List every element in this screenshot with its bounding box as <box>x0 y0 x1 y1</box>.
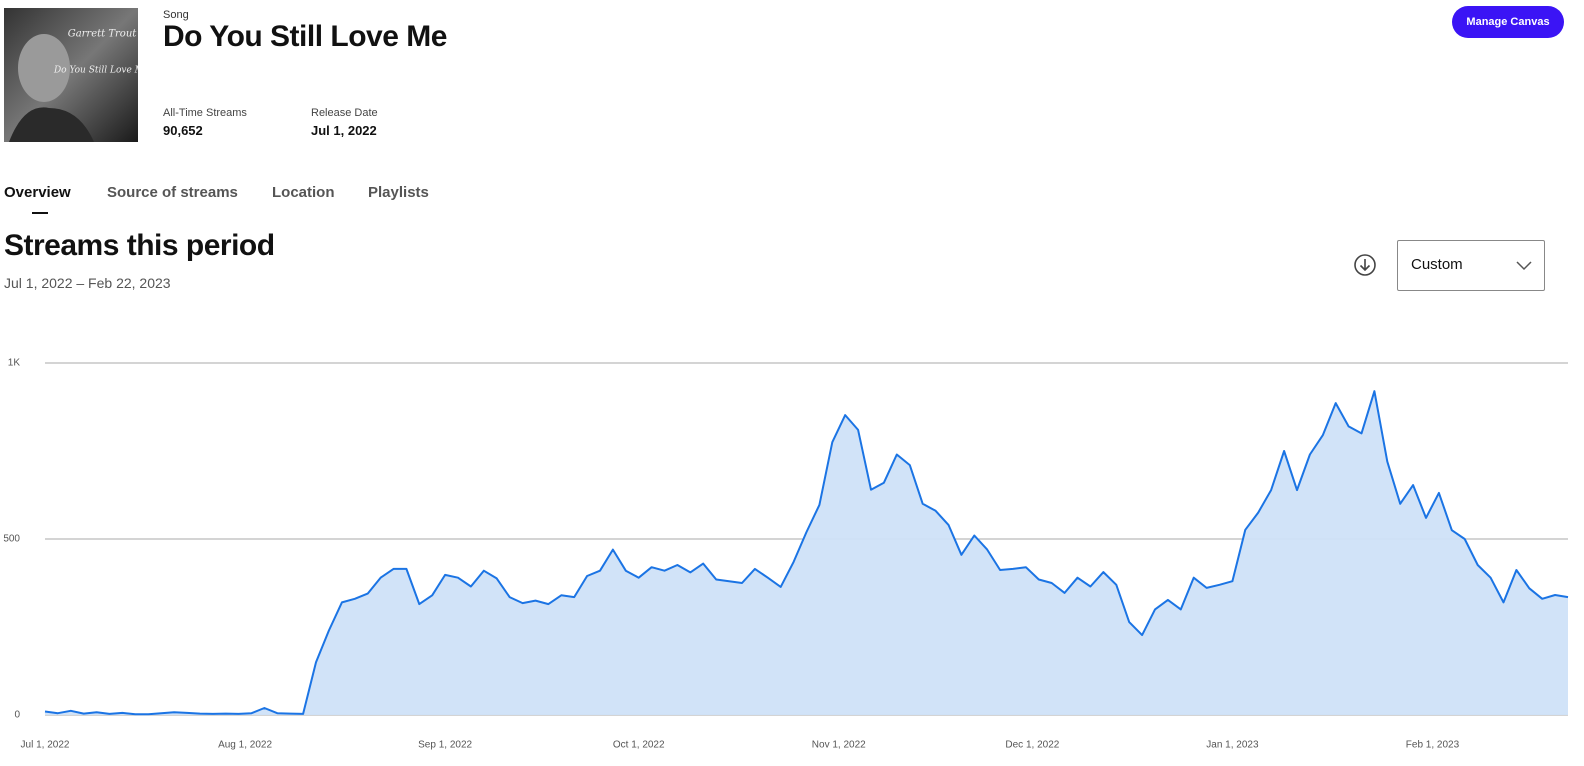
section-title: Streams this period <box>4 229 275 262</box>
song-title: Do You Still Love Me <box>163 20 447 53</box>
tab[interactable]: Source of streams <box>107 184 238 201</box>
y-tick-label: 0 <box>14 710 20 721</box>
tab[interactable]: Location <box>272 184 335 201</box>
x-tick-label: Dec 1, 2022 <box>1005 740 1059 751</box>
tab[interactable]: Overview <box>4 184 71 201</box>
stat-label: All-Time Streams <box>163 107 247 119</box>
x-tick-label: Feb 1, 2023 <box>1406 740 1460 751</box>
x-tick-label: Jan 1, 2023 <box>1206 740 1259 751</box>
range-select-text: Custom <box>1411 256 1463 273</box>
area <box>45 391 1568 715</box>
stat-label: Release Date <box>311 107 378 119</box>
type-label: Song <box>163 9 189 21</box>
range-select[interactable]: Custom <box>1397 240 1545 291</box>
tab[interactable]: Playlists <box>368 184 429 201</box>
line <box>44 390 1569 716</box>
album-artist: Garrett Trout <box>68 29 138 40</box>
date-range: Jul 1, 2022 – Feb 22, 2023 <box>4 275 171 291</box>
x-tick-label: Aug 1, 2022 <box>218 740 272 751</box>
tab-indicator <box>32 212 48 214</box>
y-tick-label: 1K <box>8 358 21 369</box>
album-art: Garrett Trout Do You Still Love Me? <box>4 8 138 142</box>
download-icon[interactable] <box>1353 253 1377 277</box>
stat-value: 90,652 <box>163 123 203 138</box>
stat-value: Jul 1, 2022 <box>311 123 377 138</box>
chevron <box>1516 261 1532 271</box>
y-tick-label: 500 <box>3 534 20 545</box>
x-tick-label: Oct 1, 2022 <box>613 740 665 751</box>
x-tick-label: Sep 1, 2022 <box>418 740 472 751</box>
x-tick-label: Jul 1, 2022 <box>21 740 70 751</box>
x-tick-label: Nov 1, 2022 <box>812 740 866 751</box>
album-title: Do You Still Love Me? <box>53 66 138 76</box>
manage-canvas-button[interactable]: Manage Canvas <box>1452 6 1564 38</box>
